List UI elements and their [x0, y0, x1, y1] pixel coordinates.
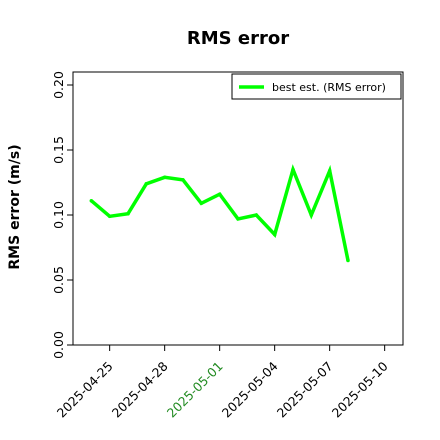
y-tick-label: 0.00	[51, 331, 66, 359]
legend-label: best est. (RMS error)	[272, 81, 386, 94]
data-point	[291, 167, 295, 172]
y-tick-label: 0.05	[51, 266, 66, 294]
data-point	[107, 214, 112, 219]
x-tick-label: 2025-04-25	[54, 359, 116, 421]
x-tick-label: 2025-05-04	[219, 358, 281, 420]
data-point	[181, 178, 185, 182]
x-tick-label: 2025-05-01	[164, 359, 226, 421]
y-tick-label: 0.15	[51, 136, 66, 164]
data-point	[254, 213, 259, 217]
y-tick-label: 0.20	[51, 71, 66, 99]
data-point	[272, 232, 277, 237]
chart-title: RMS error	[187, 28, 289, 49]
data-point	[346, 258, 350, 263]
plot-area	[89, 164, 350, 263]
data-point	[144, 182, 149, 186]
y-axis-label: RMS error (m/s)	[7, 144, 23, 269]
data-point	[126, 211, 130, 216]
data-point	[327, 169, 332, 173]
x-tick-label: 2025-05-10	[329, 358, 391, 420]
x-tick-label: 2025-05-07	[274, 359, 336, 421]
x-tick-label: 2025-04-28	[109, 358, 171, 420]
plot-frame	[72, 71, 404, 346]
data-point	[199, 201, 204, 206]
axes: 0.00 0.05 0.10 0.15 0.20 2025-04-252025-04-28…	[51, 71, 391, 420]
data-point	[89, 198, 94, 203]
data-point	[236, 217, 240, 221]
data-point	[217, 192, 222, 196]
data-point	[309, 213, 314, 217]
legend: best est. (RMS error)	[231, 73, 402, 100]
data-point	[162, 175, 167, 180]
y-tick-label: 0.10	[51, 201, 66, 229]
series-line	[90, 164, 350, 261]
